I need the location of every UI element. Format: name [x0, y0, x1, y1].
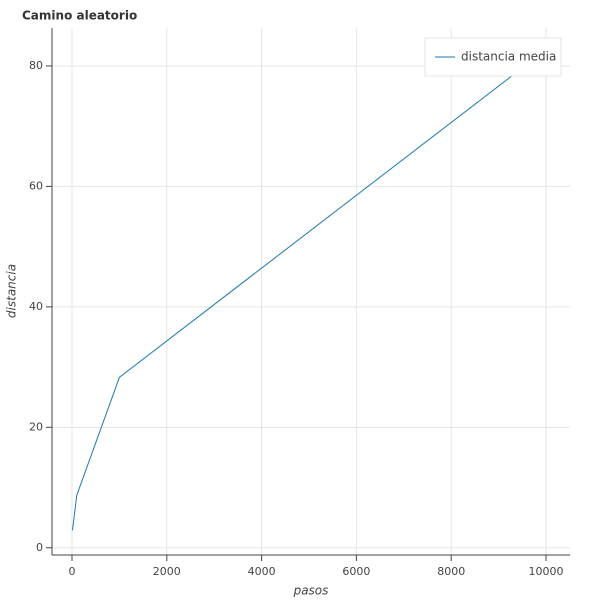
y-tick-label: 80: [29, 59, 43, 72]
x-tick-label: 8000: [437, 565, 465, 578]
x-tick-label: 0: [69, 565, 76, 578]
y-axis-label: distancia: [5, 264, 19, 318]
y-tick-label: 0: [36, 541, 43, 554]
x-tick-label: 6000: [342, 565, 370, 578]
x-tick-label: 4000: [248, 565, 276, 578]
y-tick-label: 60: [29, 179, 43, 192]
data-line: [71, 49, 547, 531]
x-tick-label: 2000: [153, 565, 181, 578]
legend-label: distancia media: [461, 50, 556, 64]
y-tick-label: 40: [29, 300, 43, 313]
x-tick-label: 10000: [529, 565, 564, 578]
y-tick-label: 20: [29, 420, 43, 433]
chart-title: Camino aleatorio: [22, 9, 137, 23]
x-axis-label: pasos: [293, 584, 329, 598]
